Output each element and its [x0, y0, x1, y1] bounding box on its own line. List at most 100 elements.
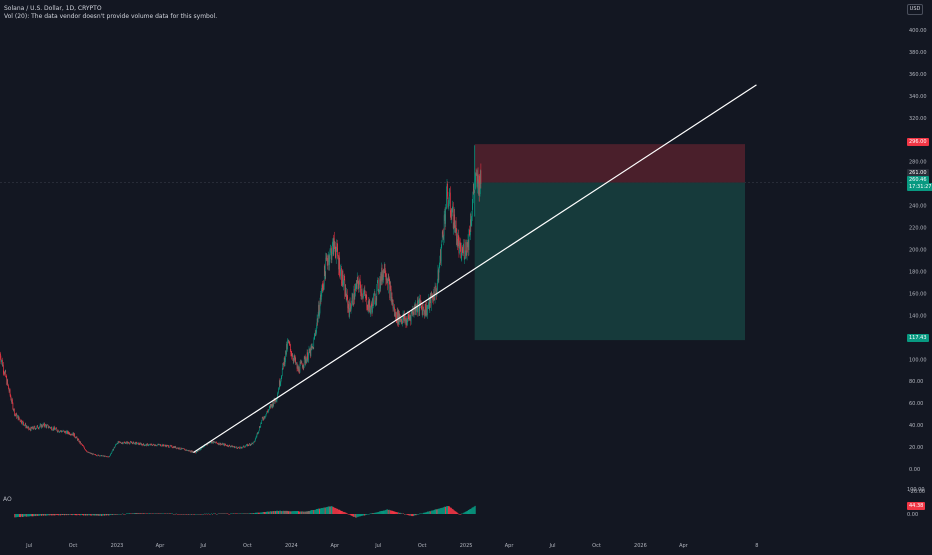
time-axis-label: 2026 — [634, 543, 647, 549]
ao-bar — [117, 514, 118, 515]
ao-bar — [121, 514, 122, 515]
candle-body — [219, 444, 220, 445]
candle-body — [423, 308, 424, 312]
candle-body — [46, 425, 47, 426]
ao-bar — [235, 514, 236, 515]
ao-bar — [157, 513, 158, 514]
candle-body — [366, 295, 367, 307]
candle-body — [432, 297, 433, 300]
stop-loss-zone[interactable] — [475, 144, 745, 182]
bar-countdown-badge: 17:31:27 — [907, 183, 932, 191]
ao-bar — [73, 514, 74, 515]
ao-bar — [306, 511, 307, 514]
candle-body — [348, 304, 349, 309]
candle-body — [436, 286, 437, 291]
candle-body — [422, 307, 423, 315]
ao-bar — [35, 514, 36, 516]
candle-body — [7, 380, 8, 384]
ao-bar — [298, 511, 299, 514]
candle-body — [385, 273, 386, 276]
candle-body — [281, 378, 282, 379]
ao-bar — [92, 514, 93, 515]
ao-bar — [467, 511, 468, 514]
ao-bar — [221, 514, 222, 515]
ao-bar — [192, 514, 193, 515]
candle-body — [261, 423, 262, 424]
time-axis-label: 2024 — [285, 543, 298, 549]
price-axis[interactable]: 400.00380.00360.00340.00320.00300.00280.… — [902, 0, 932, 550]
candle-body — [278, 389, 279, 392]
ao-bar — [439, 508, 440, 514]
ao-bar — [305, 512, 306, 514]
ao-bar — [231, 514, 232, 515]
candle-body — [360, 279, 361, 284]
ao-bar — [227, 514, 228, 515]
candle-body — [266, 413, 267, 414]
ao-bar — [319, 509, 320, 514]
candle-body — [172, 446, 173, 448]
candle-body — [453, 227, 454, 228]
candle-body — [85, 449, 86, 450]
ao-bar — [399, 513, 400, 514]
ao-bar — [110, 514, 111, 515]
ao-bar — [421, 514, 422, 515]
candle-body — [0, 354, 1, 359]
candle-body — [308, 353, 309, 359]
candle-body — [26, 426, 27, 427]
candle-body — [178, 448, 179, 449]
currency-button[interactable]: USD — [907, 4, 923, 15]
ao-bar — [141, 514, 142, 515]
ao-bar — [201, 514, 202, 515]
ao-bar — [232, 514, 233, 515]
ao-bar — [461, 514, 462, 515]
ao-bar — [420, 514, 421, 515]
price-chart[interactable] — [0, 0, 902, 490]
ao-bar — [37, 514, 38, 516]
ao-bar — [409, 514, 410, 516]
ao-bar — [340, 510, 341, 514]
ao-bar — [464, 512, 465, 514]
ao-bar — [177, 514, 178, 515]
candle-body — [142, 444, 143, 445]
symbol-title[interactable]: Solana / U.S. Dollar, 1D, CRYPTO — [4, 5, 102, 12]
candle-body — [82, 444, 83, 445]
candle-body — [377, 281, 378, 286]
ao-indicator-pane[interactable] — [0, 492, 902, 536]
candle-body — [351, 308, 352, 312]
candle-body — [357, 277, 358, 278]
ao-bar — [51, 514, 52, 515]
candle-body — [31, 427, 32, 428]
candle-body — [376, 286, 377, 300]
candle-body — [439, 265, 440, 269]
candle-body — [371, 304, 372, 307]
ao-bar — [413, 514, 414, 516]
candle-body — [359, 284, 360, 289]
take-profit-zone[interactable] — [475, 183, 745, 341]
ao-bar — [402, 514, 403, 515]
ao-bar — [114, 514, 115, 515]
ao-bar — [28, 514, 29, 516]
ao-bar — [34, 514, 35, 516]
candle-body — [437, 283, 438, 290]
ao-bar — [457, 512, 458, 514]
ao-bar — [316, 509, 317, 514]
candle-body — [420, 299, 421, 304]
price-axis-tick: 160.00 — [909, 291, 927, 297]
candle-body — [17, 416, 18, 418]
candle-body — [48, 427, 49, 428]
candle-body — [258, 432, 259, 433]
ao-bar — [274, 511, 275, 514]
ao-bar — [38, 514, 39, 516]
ao-bar — [122, 514, 123, 515]
candle-body — [23, 422, 24, 424]
candle-body — [385, 264, 386, 273]
ao-bar — [336, 509, 337, 514]
ao-bar — [113, 514, 114, 515]
candle-body — [60, 431, 61, 432]
candlestick-chart[interactable] — [0, 0, 902, 490]
candle-body — [337, 248, 338, 256]
candle-body — [401, 319, 402, 322]
candle-body — [443, 236, 444, 239]
ao-bar — [280, 511, 281, 514]
